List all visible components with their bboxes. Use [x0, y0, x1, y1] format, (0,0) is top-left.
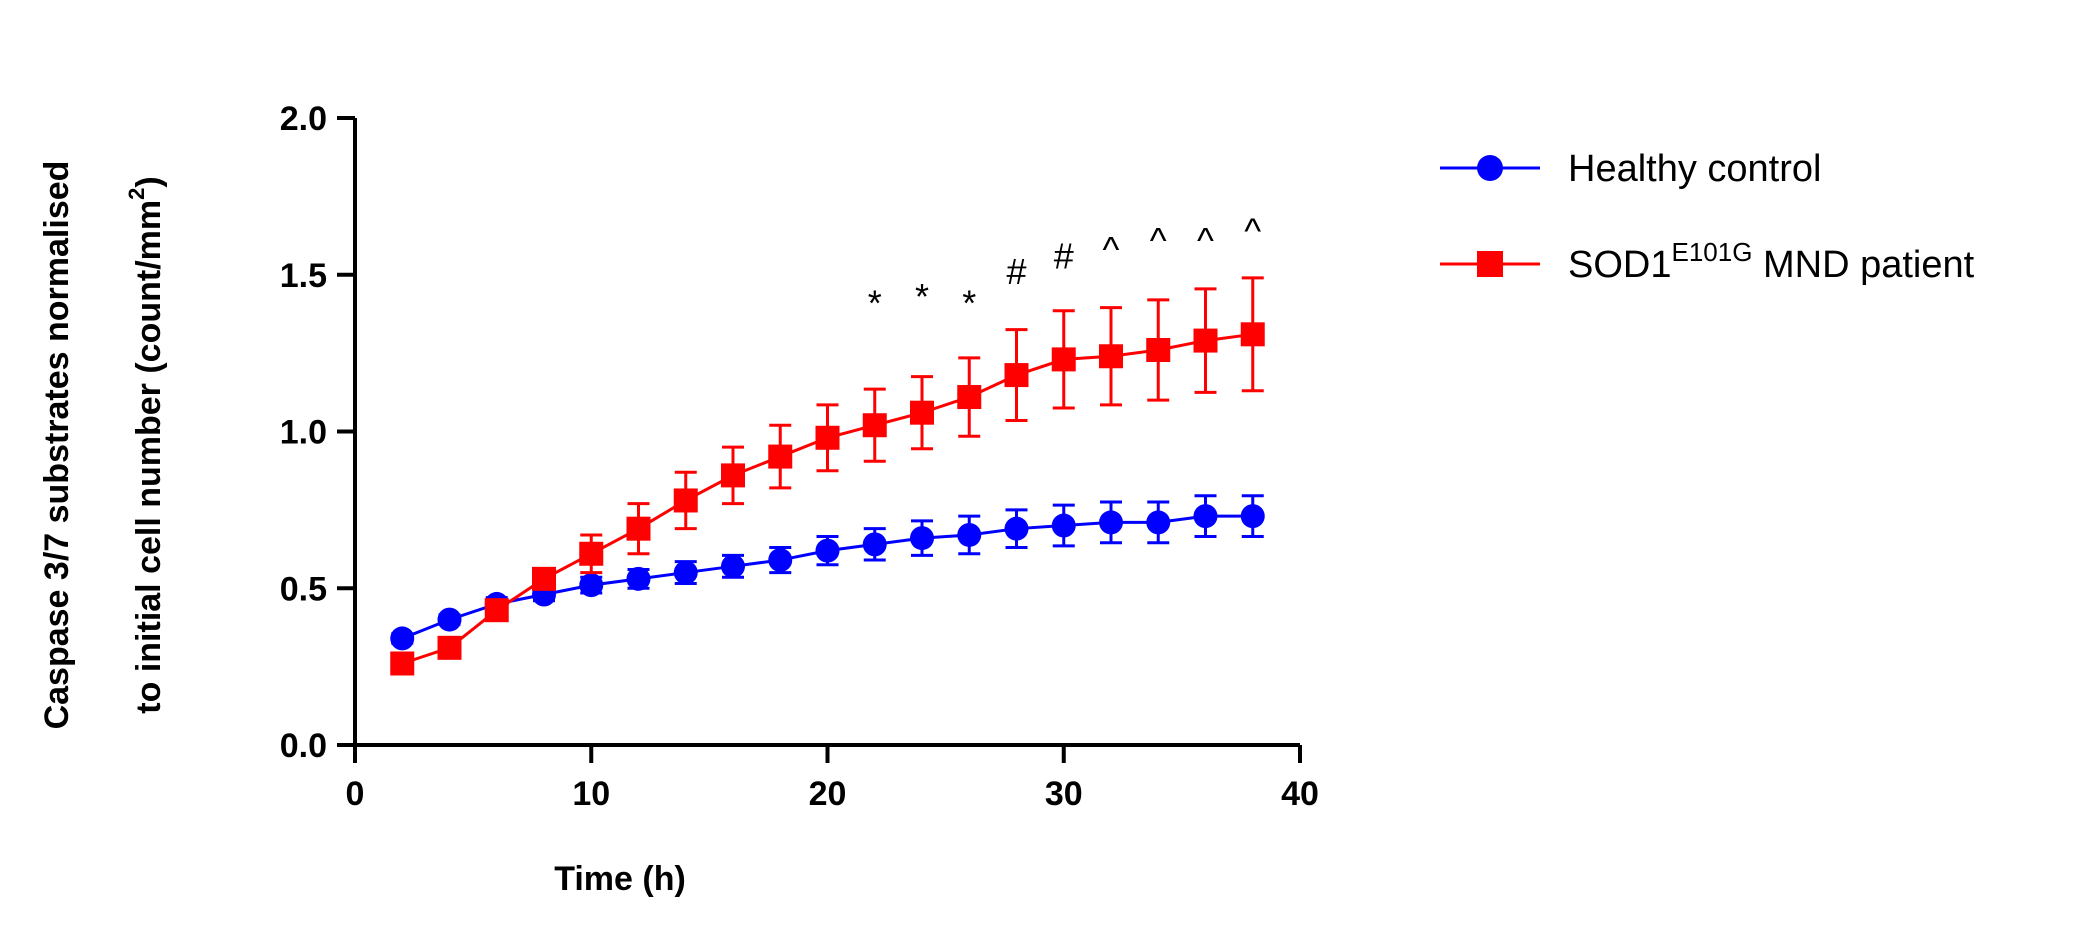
data-point [815, 538, 840, 563]
x-tick-label: 40 [1281, 775, 1319, 813]
legend-marker [1477, 251, 1503, 277]
data-point [768, 548, 793, 573]
axes: 0.0 0.5 1.0 1.5 2.0 0 10 20 30 40 [280, 100, 1319, 813]
y-axis-title: Caspase 3/7 substrates normalised to ini… [38, 161, 168, 730]
data-point [579, 541, 604, 566]
y-tick-label: 2.0 [280, 100, 327, 138]
y-tick-label: 0.0 [280, 727, 327, 765]
significance-marker: ^ [1103, 229, 1120, 270]
data-point [862, 532, 887, 557]
series-layer [390, 276, 1265, 676]
series-2 [390, 276, 1265, 676]
data-point [626, 516, 651, 541]
x-tick-label: 10 [572, 775, 610, 813]
data-point [1099, 344, 1123, 369]
y-tick-label: 0.5 [280, 570, 327, 608]
data-point [1193, 504, 1218, 529]
y-tick-label: 1.5 [280, 257, 327, 295]
y-axis-title-superscript: 2 [124, 188, 149, 200]
legend-item: Healthy control [1440, 148, 1821, 190]
series-line [401, 332, 1253, 665]
data-point [1146, 510, 1171, 535]
data-point [437, 635, 462, 660]
significance-annotations: * * * # # ^ ^ ^ ^ [868, 210, 1262, 323]
data-point [1193, 328, 1218, 353]
legend-marker [1477, 155, 1503, 181]
y-axis-title-line2-end: ) [130, 176, 168, 187]
y-axis-title-line2: to initial cell number (count/mm2) [124, 176, 168, 713]
data-point [390, 626, 415, 651]
data-point [390, 651, 415, 676]
data-point [910, 526, 934, 551]
x-tick-label: 20 [809, 775, 847, 813]
series-1 [390, 494, 1265, 651]
significance-marker: # [1006, 251, 1026, 292]
y-axis-title-line2-main: to initial cell number (count/mm [130, 200, 168, 714]
data-point [721, 554, 745, 579]
significance-marker: # [1054, 235, 1074, 276]
data-point [768, 444, 793, 469]
data-point [815, 425, 840, 450]
legend: Healthy control SOD1E101G MND patient [1440, 148, 1975, 286]
data-point [579, 573, 604, 598]
legend-item: SOD1E101G MND patient [1440, 237, 1975, 286]
significance-marker: * [915, 276, 929, 317]
data-point [1099, 510, 1123, 535]
data-point [1240, 322, 1265, 347]
x-axis-title: Time (h) [554, 860, 686, 898]
data-point [910, 400, 934, 425]
data-point [957, 385, 982, 410]
x-tick-label: 30 [1045, 775, 1083, 813]
y-axis-title-line1: Caspase 3/7 substrates normalised [38, 161, 76, 730]
legend-label: Healthy control [1568, 148, 1821, 190]
x-tick-label: 0 [346, 775, 365, 813]
data-point [532, 566, 556, 591]
data-point [1004, 516, 1029, 541]
significance-marker: ^ [1244, 210, 1261, 251]
data-point [673, 560, 698, 585]
data-point [1004, 363, 1029, 388]
data-point [1240, 504, 1265, 529]
significance-marker: * [962, 283, 976, 324]
data-point [862, 413, 887, 438]
data-point [437, 607, 462, 632]
significance-marker: ^ [1197, 220, 1214, 261]
data-point [1146, 337, 1171, 362]
significance-marker: * [868, 283, 882, 324]
data-point [673, 488, 698, 513]
significance-marker: ^ [1150, 220, 1167, 261]
data-point [626, 566, 651, 591]
data-point [484, 598, 509, 623]
data-point [1051, 347, 1076, 372]
y-tick-label: 1.0 [280, 414, 327, 452]
legend-label: SOD1E101G MND patient [1568, 237, 1975, 286]
data-point [721, 463, 745, 488]
data-point [957, 522, 982, 547]
data-point [1051, 513, 1076, 538]
series-line [401, 514, 1253, 640]
